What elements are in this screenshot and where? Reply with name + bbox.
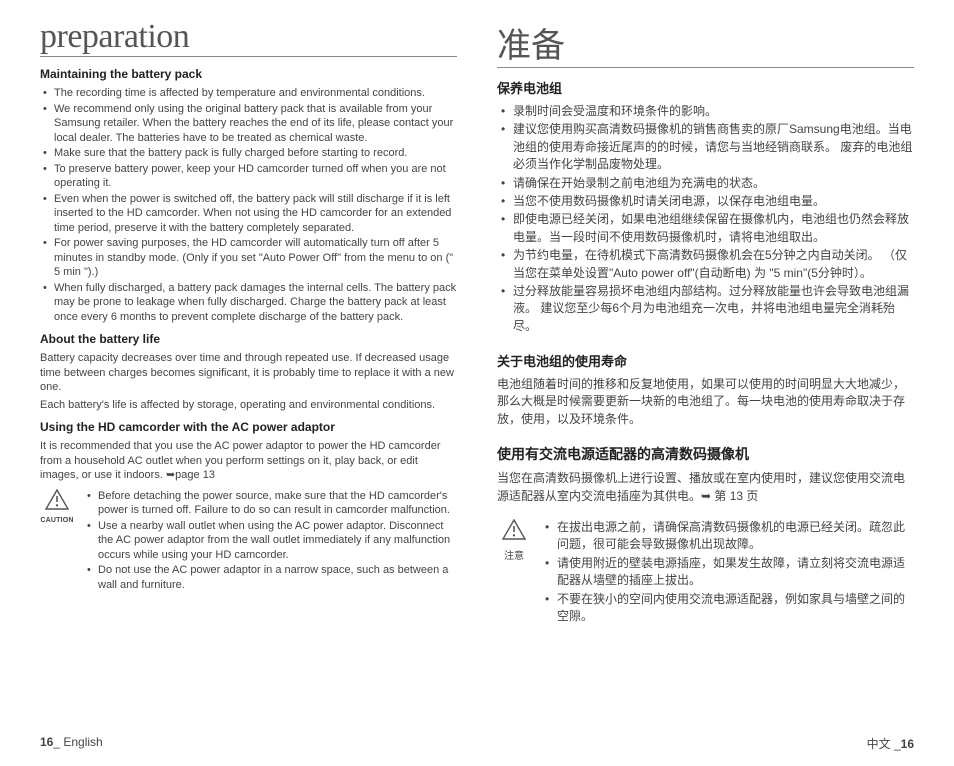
page-title-en: preparation (40, 18, 457, 57)
page-num-left: 16 (40, 735, 53, 749)
ac-heading-zh: 使用有交流电源适配器的高清数码摄像机 (497, 444, 914, 464)
list-item: 不要在狭小的空间内使用交流电源适配器，例如家具与墙壁之间的空隙。 (541, 591, 914, 626)
list-item: 录制时间会受温度和环境条件的影响。 (497, 103, 914, 120)
list-item: Before detaching the power source, make … (84, 489, 457, 518)
ac-p-zh: 当您在高清数码摄像机上进行设置、播放或在室内使用时，建议您使用交流电源适配器从室… (497, 470, 914, 505)
list-item: Even when the power is switched off, the… (40, 192, 457, 236)
maint-heading-en: Maintaining the battery pack (40, 67, 457, 81)
life-heading-zh: 关于电池组的使用寿命 (497, 351, 914, 370)
life-p2-en: Each battery's life is affected by stora… (40, 398, 457, 413)
maint-list-zh: 录制时间会受温度和环境条件的影响。 建议您使用购买高清数码摄像机的销售商售卖的原… (497, 103, 914, 335)
caution-list-en: Before detaching the power source, make … (84, 489, 457, 594)
list-item: Use a nearby wall outlet when using the … (84, 519, 457, 563)
list-item: 过分释放能量容易损坏电池组内部结构。过分释放能量也许会导致电池组漏液。 建议您至… (497, 283, 914, 335)
list-item: 请确保在开始录制之前电池组为充满电的状态。 (497, 175, 914, 192)
list-item: When fully discharged, a battery pack da… (40, 281, 457, 325)
caution-label-en: CAUTION (40, 517, 74, 524)
caution-block-zh: 注意 在拔出电源之前，请确保高清数码摄像机的电源已经关闭。疏忽此问题，很可能会导… (497, 519, 914, 632)
footer-lang-left: _ English (53, 735, 102, 749)
list-item: To preserve battery power, keep your HD … (40, 162, 457, 191)
footer-lang-right: 中文 _ (867, 737, 901, 751)
maint-heading-zh: 保养电池组 (497, 78, 914, 97)
caution-icon: CAUTION (40, 489, 74, 524)
right-column: 准备 保养电池组 录制时间会受温度和环境条件的影响。 建议您使用购买高清数码摄像… (492, 18, 914, 725)
page-footer: 16_ English 中文 _16 (40, 735, 914, 752)
list-item: The recording time is affected by temper… (40, 86, 457, 101)
footer-right: 中文 _16 (867, 735, 914, 752)
list-item: For power saving purposes, the HD camcor… (40, 236, 457, 280)
caution-block-en: CAUTION Before detaching the power sourc… (40, 489, 457, 600)
page-num-right: 16 (901, 737, 914, 751)
life-p-zh: 电池组随着时间的推移和反复地使用，如果可以使用的时间明显大大地减少，那么大概是时… (497, 376, 914, 428)
left-column: preparation Maintaining the battery pack… (40, 18, 462, 725)
list-item: 请使用附近的壁装电源插座，如果发生故障，请立刻将交流电源适配器从墙壁的插座上拔出… (541, 555, 914, 590)
footer-left: 16_ English (40, 735, 103, 752)
list-item: 建议您使用购买高清数码摄像机的销售商售卖的原厂Samsung电池组。当电池组的使… (497, 121, 914, 173)
list-item: 当您不使用数码摄像机时请关闭电源，以保存电池组电量。 (497, 193, 914, 210)
caution-icon: 注意 (497, 519, 531, 562)
list-item: 在拔出电源之前，请确保高清数码摄像机的电源已经关闭。疏忽此问题，很可能会导致摄像… (541, 519, 914, 554)
life-heading-en: About the battery life (40, 332, 457, 346)
list-item: 即使电源已经关闭，如果电池组继续保留在摄像机内，电池组也仍然会释放电量。当一段时… (497, 211, 914, 246)
caution-label-zh: 注意 (497, 547, 531, 562)
ac-heading-en: Using the HD camcorder with the AC power… (40, 420, 457, 434)
maint-list-en: The recording time is affected by temper… (40, 86, 457, 324)
caution-list-zh: 在拔出电源之前，请确保高清数码摄像机的电源已经关闭。疏忽此问题，很可能会导致摄像… (541, 519, 914, 626)
page-title-zh: 准备 (497, 18, 914, 68)
ac-p-en: It is recommended that you use the AC po… (40, 439, 457, 483)
list-item: Make sure that the battery pack is fully… (40, 146, 457, 161)
list-item: We recommend only using the original bat… (40, 102, 457, 146)
list-item: Do not use the AC power adaptor in a nar… (84, 563, 457, 592)
list-item: 为节约电量，在待机模式下高清数码摄像机会在5分钟之内自动关闭。 （仅当您在菜单处… (497, 247, 914, 282)
life-p1-en: Battery capacity decreases over time and… (40, 351, 457, 395)
